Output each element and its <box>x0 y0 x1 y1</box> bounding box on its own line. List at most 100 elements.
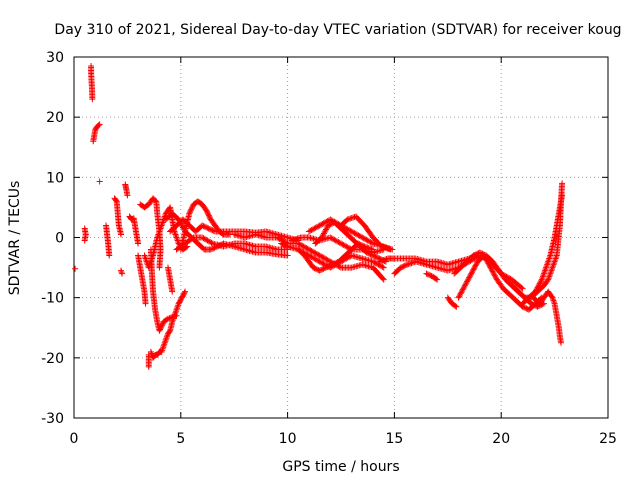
data-point <box>117 231 124 238</box>
data-point <box>157 326 164 333</box>
data-point <box>456 293 463 300</box>
data-point <box>462 281 469 288</box>
data-point <box>384 245 391 252</box>
data-point <box>321 265 328 272</box>
data-point <box>206 213 213 220</box>
data-point <box>455 294 462 301</box>
data-point <box>380 276 387 283</box>
y-tick-label: 20 <box>46 110 64 126</box>
data-point <box>472 262 479 269</box>
data-point <box>518 284 525 291</box>
data-points <box>72 63 566 370</box>
data-point <box>320 230 327 237</box>
axis-ticks <box>73 56 609 419</box>
data-point <box>399 263 406 270</box>
data-point <box>181 289 188 296</box>
data-point <box>113 197 120 204</box>
data-point <box>156 264 163 271</box>
data-point <box>209 227 216 234</box>
data-point <box>491 272 498 279</box>
data-point <box>467 271 474 278</box>
data-point <box>367 251 374 258</box>
data-point <box>316 267 323 274</box>
data-point <box>327 221 334 228</box>
data-point <box>205 211 212 218</box>
data-point <box>345 215 352 222</box>
data-point <box>372 253 379 260</box>
data-point <box>559 192 566 199</box>
data-point <box>166 328 173 335</box>
data-point <box>401 262 408 269</box>
data-point <box>434 276 441 283</box>
x-tick-labels: 0 5 10 15 20 25 <box>70 431 617 447</box>
data-point <box>96 121 103 128</box>
data-point <box>208 226 215 233</box>
data-point <box>486 261 493 268</box>
data-point <box>325 222 332 229</box>
data-point <box>397 264 404 271</box>
data-point <box>311 265 318 272</box>
data-point <box>452 302 459 309</box>
data-point <box>282 242 289 249</box>
data-point <box>458 289 465 296</box>
data-point <box>312 265 319 272</box>
data-point <box>152 197 159 204</box>
data-point <box>472 251 479 258</box>
data-point <box>481 253 488 260</box>
data-point <box>118 269 125 276</box>
data-point <box>326 221 333 228</box>
data-point <box>470 266 477 273</box>
x-tick-label: 15 <box>385 431 403 447</box>
data-point <box>377 258 384 265</box>
data-point <box>532 288 539 295</box>
data-point <box>291 236 298 243</box>
data-point <box>433 275 440 282</box>
data-point <box>199 222 206 229</box>
data-point <box>533 287 540 294</box>
data-point <box>206 226 213 233</box>
data-point <box>330 260 337 267</box>
data-point <box>473 261 480 268</box>
data-point <box>179 223 186 230</box>
y-tick-label: 0 <box>55 231 64 247</box>
data-point <box>489 268 496 275</box>
data-point <box>538 277 545 284</box>
data-point <box>536 280 543 287</box>
data-point <box>288 237 295 244</box>
data-point <box>461 283 468 290</box>
data-point <box>207 246 214 253</box>
data-point <box>188 206 195 213</box>
x-tick-label: 10 <box>279 431 297 447</box>
data-point <box>537 279 544 286</box>
data-point <box>324 263 331 270</box>
data-point <box>319 233 326 240</box>
data-point <box>325 263 332 270</box>
data-point <box>203 224 210 231</box>
data-point <box>89 96 96 103</box>
grid-lines <box>74 57 608 418</box>
data-point <box>459 286 466 293</box>
data-point <box>379 263 386 270</box>
data-point <box>158 323 165 330</box>
data-point <box>470 252 477 259</box>
data-point <box>535 281 542 288</box>
y-tick-label: 30 <box>46 50 64 66</box>
data-point <box>323 226 330 233</box>
data-point <box>156 327 163 334</box>
data-point <box>387 246 394 253</box>
data-point <box>468 270 475 277</box>
data-point <box>159 321 166 328</box>
data-point <box>373 254 380 261</box>
data-point <box>385 246 392 253</box>
data-point <box>179 224 186 231</box>
data-point <box>367 245 374 252</box>
x-tick-label: 0 <box>70 431 79 447</box>
data-point <box>423 270 430 277</box>
data-point <box>558 339 565 346</box>
data-point <box>559 180 566 187</box>
data-point <box>424 271 431 278</box>
y-tick-label: 10 <box>46 170 64 186</box>
x-tick-label: 20 <box>492 431 510 447</box>
data-point <box>381 244 388 251</box>
data-point <box>487 264 494 271</box>
